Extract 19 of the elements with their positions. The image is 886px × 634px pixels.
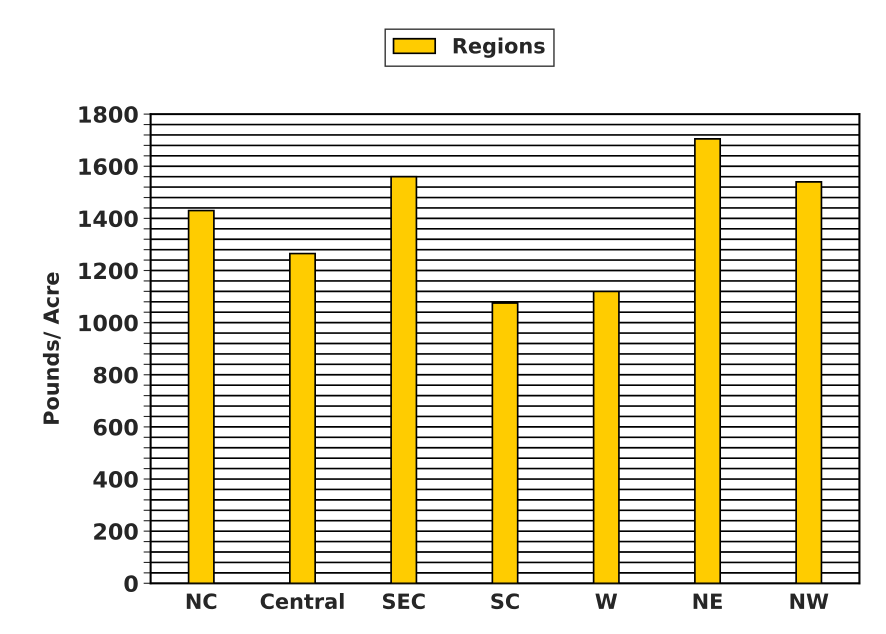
x-tick-label: SEC <box>382 593 425 610</box>
y-tick-label: 1000 <box>79 314 138 332</box>
x-tick-label: Central <box>260 593 344 610</box>
y-tick-label: 1200 <box>79 262 138 280</box>
x-tick-label: NE <box>694 594 722 609</box>
y-tick-label: 0 <box>124 575 138 592</box>
x-tick-label: W <box>595 594 618 609</box>
y-axis-title: Pounds/ Acre <box>42 272 61 424</box>
y-tick-label: 1400 <box>79 210 138 228</box>
y-tick-label: 400 <box>93 470 138 488</box>
y-tick-label: 600 <box>94 418 138 436</box>
legend-label: Regions <box>454 38 545 58</box>
x-tick-label: NC <box>186 593 216 610</box>
y-tick-label: 1800 <box>79 106 138 123</box>
y-tick-label: 200 <box>94 523 138 540</box>
y-tick-label: 800 <box>94 366 138 384</box>
x-tick-label: NW <box>790 594 828 609</box>
y-tick-label: 1600 <box>79 158 138 176</box>
x-tick-label: SC <box>491 593 519 610</box>
